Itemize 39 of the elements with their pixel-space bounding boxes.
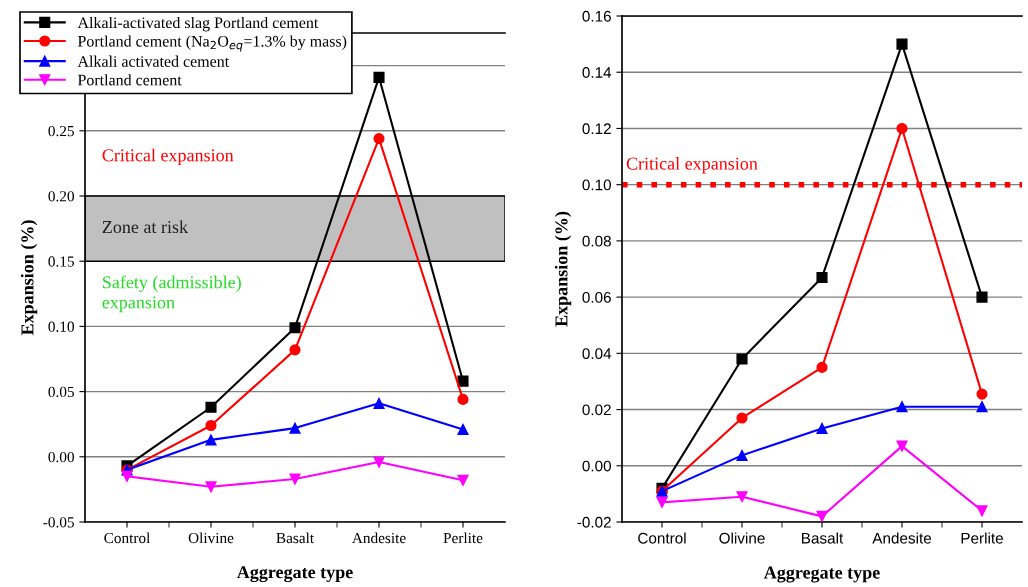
x-tick-label: Andesite xyxy=(352,532,406,544)
x-tick-label: Perlite xyxy=(961,532,1003,544)
y-tick-label: 0.25 xyxy=(48,125,74,137)
y-tick-label: 0.14 xyxy=(582,67,612,78)
y-tick-label: 0.00 xyxy=(48,451,74,463)
legend-label: Alkali-activated slag Portland cement xyxy=(77,16,319,32)
x-tick-label: Control xyxy=(638,532,686,544)
y-tick-label: 0.00 xyxy=(582,460,611,472)
legend-label: Portland cement (Na$_{2}$O$_{eq}$=1.3% by mass) xyxy=(77,35,347,52)
x-tick-label: Olivine xyxy=(719,532,765,544)
y-axis-title: Expansion (%) xyxy=(554,211,572,327)
x-tick-label: Control xyxy=(104,532,151,544)
ref-line-label: Critical expansion xyxy=(626,157,758,174)
x-tick-label: Basalt xyxy=(276,532,314,544)
y-axis-title: Expansion (%) xyxy=(20,220,38,336)
y-tick-label: -0.05 xyxy=(43,517,74,528)
y-tick-label: 0.10 xyxy=(48,321,74,332)
y-tick-label: 0.16 xyxy=(582,10,611,22)
y-tick-label: 0.04 xyxy=(582,348,612,360)
y-tick-label: 0.06 xyxy=(582,291,611,303)
legend-label: Alkali activated cement xyxy=(77,55,230,67)
x-axis-title: Aggregate type xyxy=(236,566,353,583)
y-tick-label: 0.08 xyxy=(582,235,611,247)
annotation: Safety (admissible) expansion xyxy=(102,275,241,313)
x-tick-label: Olivine xyxy=(188,532,234,544)
band-label: Zone at risk xyxy=(102,220,189,234)
y-tick-label: 0.10 xyxy=(582,179,611,191)
y-tick-label: 0.15 xyxy=(48,256,74,267)
y-tick-label: 0.20 xyxy=(48,191,74,202)
annotation: Critical expansion xyxy=(102,148,234,166)
y-tick-label: 0.05 xyxy=(48,386,74,398)
y-tick-label: 0.02 xyxy=(582,404,611,416)
x-axis-title: Aggregate type xyxy=(763,566,880,583)
x-tick-label: Andesite xyxy=(872,532,932,544)
y-tick-label: 0.12 xyxy=(582,123,611,135)
y-tick-label: -0.02 xyxy=(577,516,611,528)
legend-label: Portland cement xyxy=(77,74,182,86)
x-tick-label: Perlite xyxy=(443,532,483,544)
x-tick-label: Basalt xyxy=(802,532,844,544)
